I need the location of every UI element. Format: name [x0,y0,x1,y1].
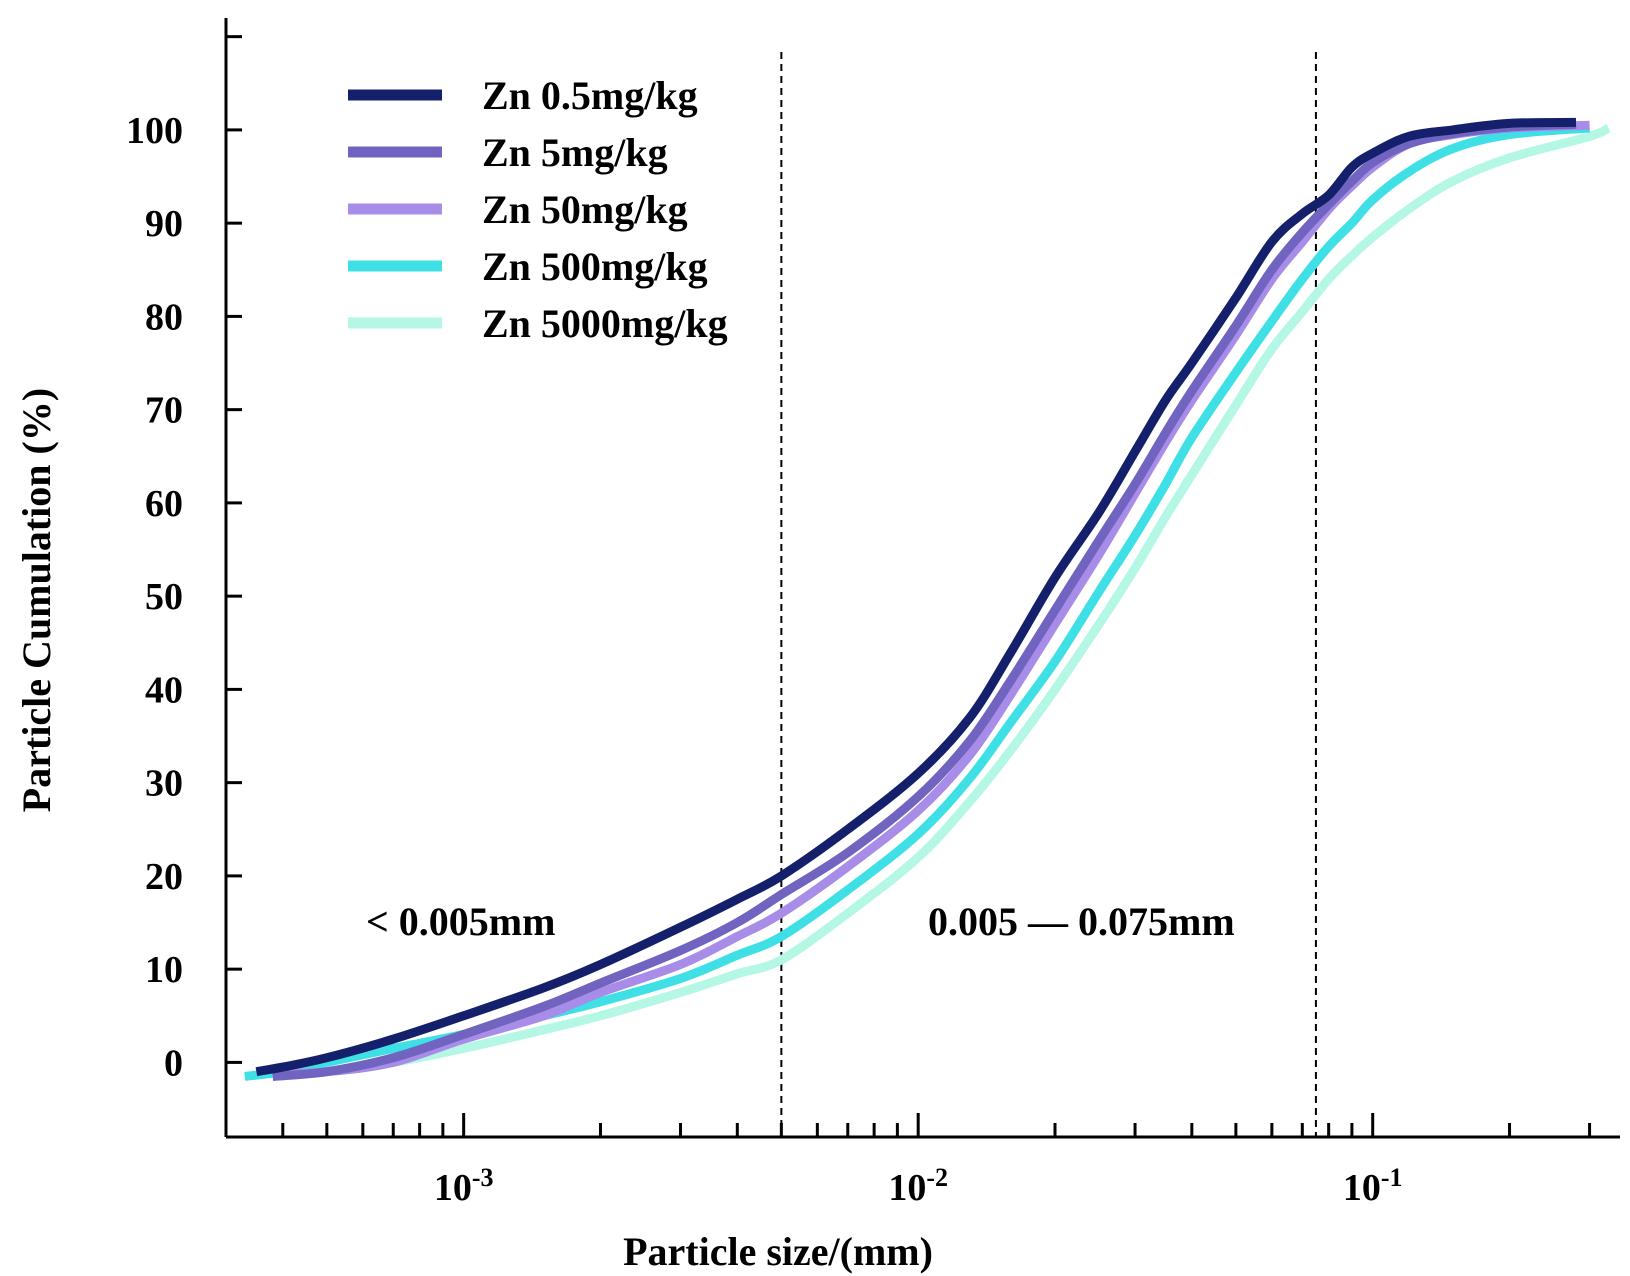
y-tick-label: 10 [145,949,183,991]
x-tick-label: 10-2 [888,1163,948,1209]
legend-label-3: Zn 500mg/kg [482,244,708,289]
y-tick-label: 80 [145,296,183,338]
x-tick-base: 10 [1343,1167,1381,1209]
legend-label-2: Zn 50mg/kg [482,187,688,232]
legend-label-0: Zn 0.5mg/kg [482,73,698,118]
series-line-4 [282,123,1611,1079]
series-lines [244,117,1611,1081]
y-tick-label: 0 [164,1042,183,1084]
legend-label-4: Zn 5000mg/kg [482,301,728,346]
y-axis-title: Particle Cumulation (%) [14,388,59,812]
x-axis-ticks: 10-3 10-2 10-1 [224,1113,1592,1209]
x-axis-title: Particle size/(mm) [623,1229,933,1274]
y-axis-ticks: 0 10 20 30 40 50 60 70 80 90 100 [126,35,242,1084]
x-tick-label: 10-1 [1343,1163,1403,1209]
x-tick-label: 10-3 [434,1163,494,1209]
y-tick-label: 60 [145,483,183,525]
y-tick-label: 70 [145,390,183,432]
x-tick-exponent: -3 [472,1163,494,1192]
legend: Zn 0.5mg/kg Zn 5mg/kg Zn 50mg/kg Zn 500mg/k… [348,73,728,346]
legend-label-1: Zn 5mg/kg [482,130,668,175]
series-line-0 [255,117,1577,1077]
y-tick-label: 30 [145,763,183,805]
y-tick-label: 20 [145,856,183,898]
x-tick-base: 10 [434,1167,472,1209]
y-tick-label: 40 [145,669,183,711]
series-line-1 [272,119,1577,1081]
x-tick-exponent: -2 [926,1163,948,1192]
annotation-0005-0075: 0.005 — 0.075mm [928,899,1235,944]
y-tick-label: 100 [126,110,183,152]
y-tick-label: 50 [145,576,183,618]
annotation-below-0005: < 0.005mm [366,899,555,944]
x-tick-base: 10 [888,1167,926,1209]
x-tick-exponent: -1 [1381,1163,1403,1192]
y-tick-label: 90 [145,203,183,245]
